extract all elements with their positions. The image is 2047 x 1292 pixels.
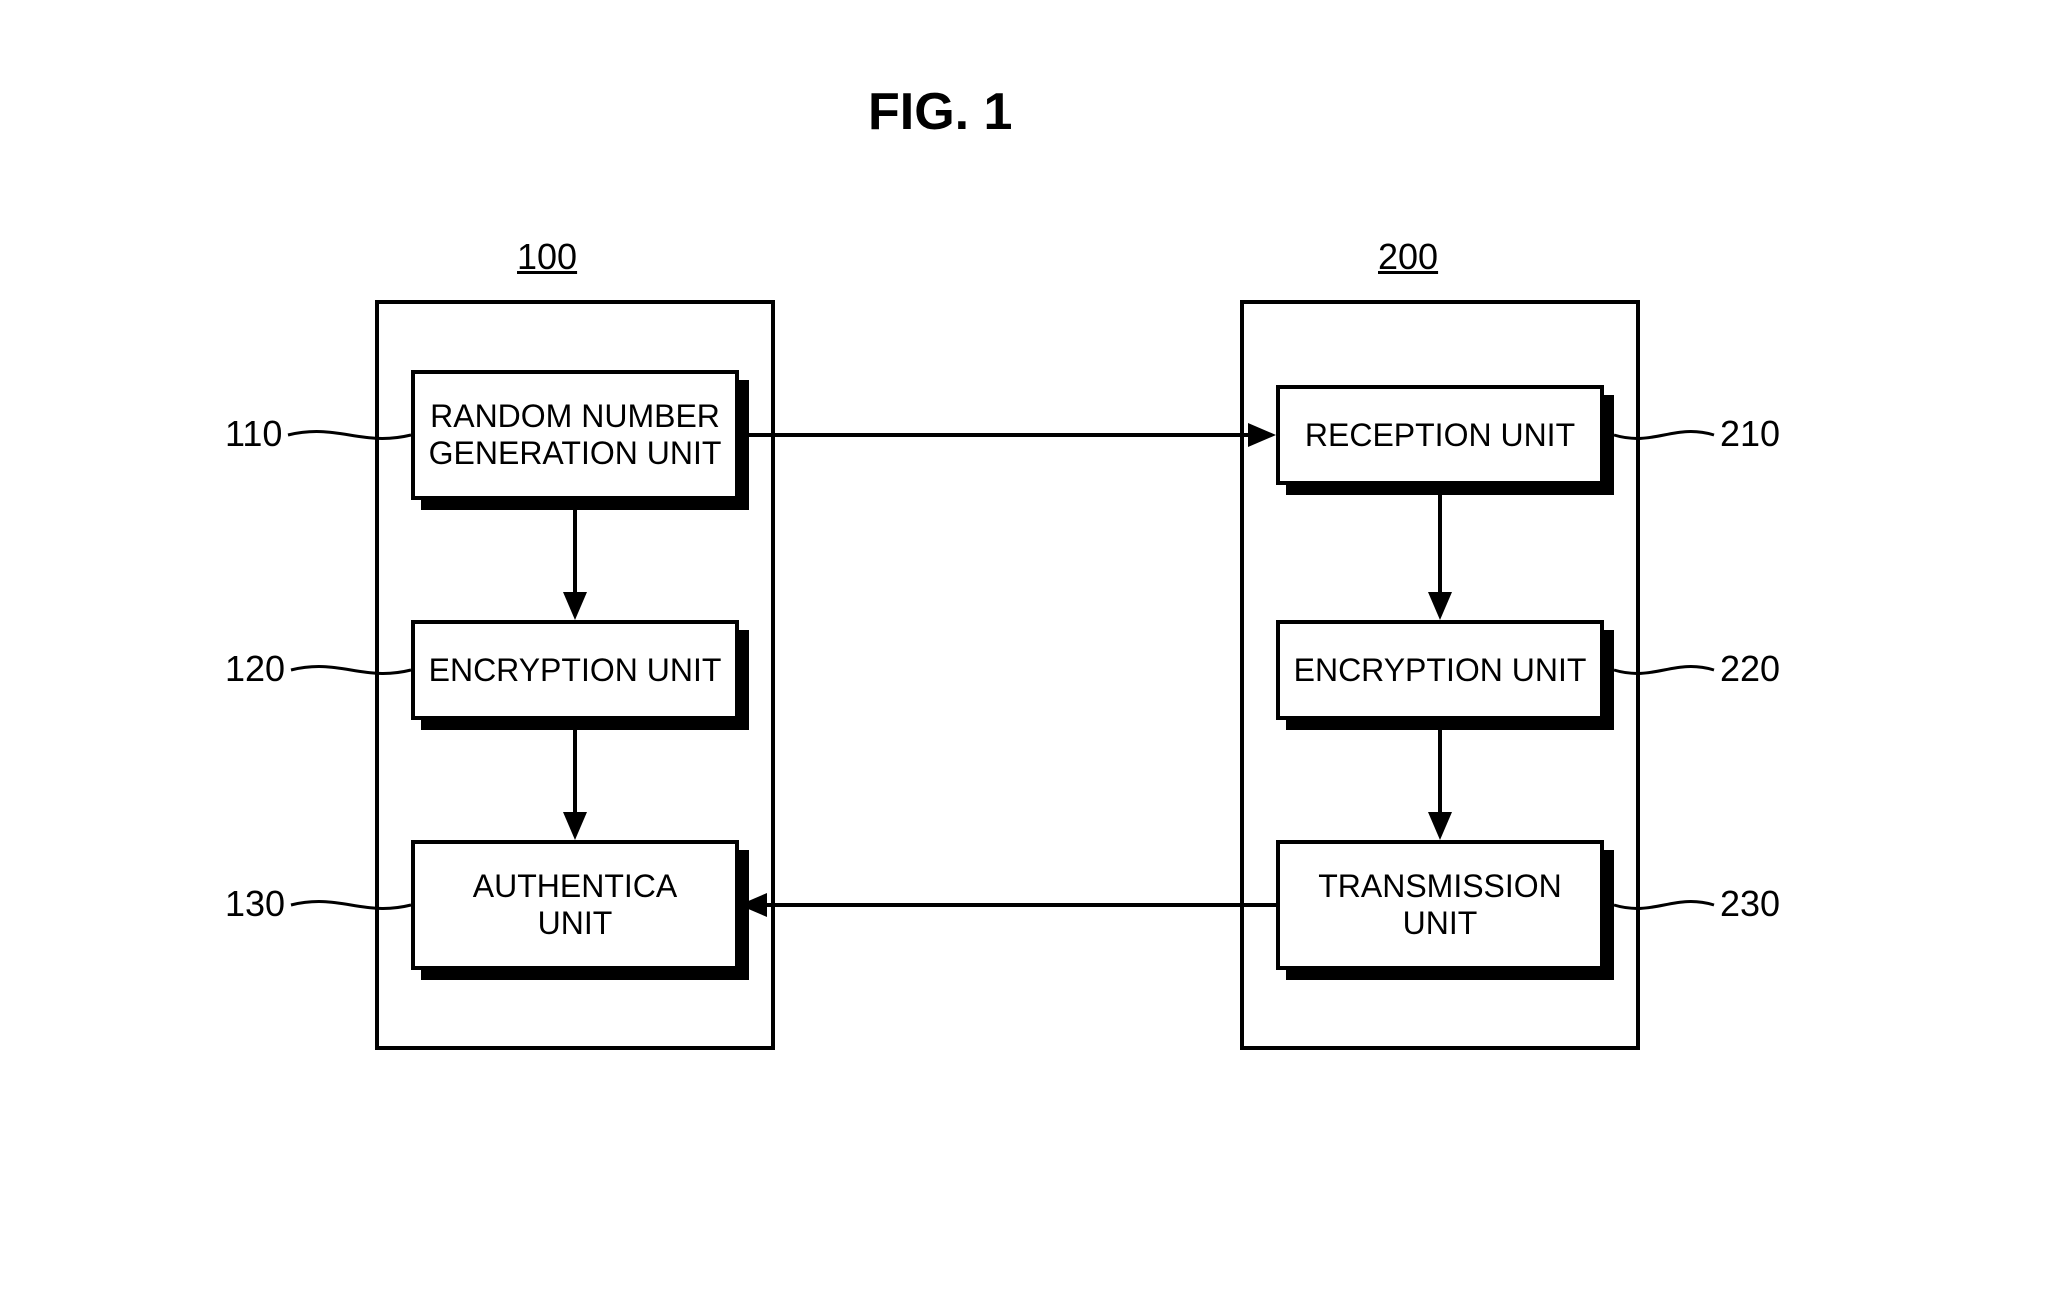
ref-tick	[1609, 885, 1719, 925]
ref-tick	[286, 885, 416, 925]
arrow	[1428, 720, 1452, 840]
arrow	[1428, 485, 1452, 620]
ref-tick	[286, 650, 416, 690]
arrows-layer	[0, 0, 2047, 1292]
diagram-canvas: FIG. 1 100 200 RANDOM NUMBER GENERATION …	[0, 0, 2047, 1292]
arrow	[563, 720, 587, 840]
ref-tick	[1609, 415, 1719, 455]
ref-tick	[283, 415, 416, 455]
ref-tick	[1609, 650, 1719, 690]
arrow	[739, 423, 1276, 447]
arrow	[563, 500, 587, 620]
arrow	[739, 893, 1276, 917]
